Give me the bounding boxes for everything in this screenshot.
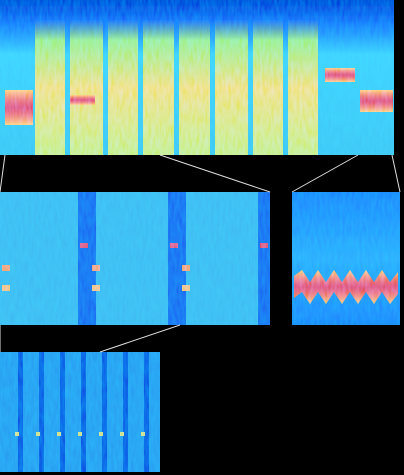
gap-column [81, 352, 86, 472]
bottom-spectrogram [0, 352, 160, 472]
signal-column [108, 20, 138, 155]
tone-mark [141, 432, 145, 436]
gap-column [39, 352, 44, 472]
tone-mark [78, 432, 82, 436]
tone-mark [182, 285, 190, 291]
gap-column [258, 192, 270, 325]
gap-column [123, 352, 128, 472]
tone-mark [120, 432, 124, 436]
tone-mark [57, 432, 61, 436]
right-spectrogram [292, 192, 400, 325]
right-background [292, 192, 400, 325]
tone-band [325, 68, 355, 82]
tone-mark [2, 265, 10, 271]
gap-column [60, 352, 65, 472]
top-spectrogram [0, 0, 394, 155]
tone-band [70, 95, 95, 105]
tone-mark [170, 243, 178, 248]
signal-column [70, 20, 103, 155]
zoom-line [291, 154, 359, 193]
tone-mark [2, 285, 10, 291]
signal-column [143, 20, 174, 155]
tone-mark [260, 243, 268, 248]
signal-column [253, 20, 283, 155]
tone-band [5, 90, 33, 125]
tone-band [360, 90, 393, 112]
signal-column [288, 20, 318, 155]
signal-column [179, 20, 210, 155]
zoom-line [159, 154, 271, 193]
signal-column [35, 20, 65, 155]
modulated-band [294, 270, 398, 304]
gap-column [102, 352, 107, 472]
tone-mark [36, 432, 40, 436]
tone-mark [99, 432, 103, 436]
tone-mark [80, 243, 88, 248]
tone-mark [182, 265, 190, 271]
zoom-line [0, 154, 6, 193]
tone-mark [15, 432, 19, 436]
gap-column [144, 352, 149, 472]
zoom-line [391, 154, 401, 193]
tone-mark [92, 265, 100, 271]
middle-background [0, 192, 270, 325]
gap-column [78, 192, 96, 325]
zoom-lines [0, 154, 401, 353]
gap-column [18, 352, 23, 472]
signal-column [215, 20, 248, 155]
gap-column [168, 192, 186, 325]
zoom-line [99, 324, 181, 353]
bottom-background [0, 352, 160, 472]
middle-spectrogram [0, 192, 270, 325]
tone-mark [92, 285, 100, 291]
